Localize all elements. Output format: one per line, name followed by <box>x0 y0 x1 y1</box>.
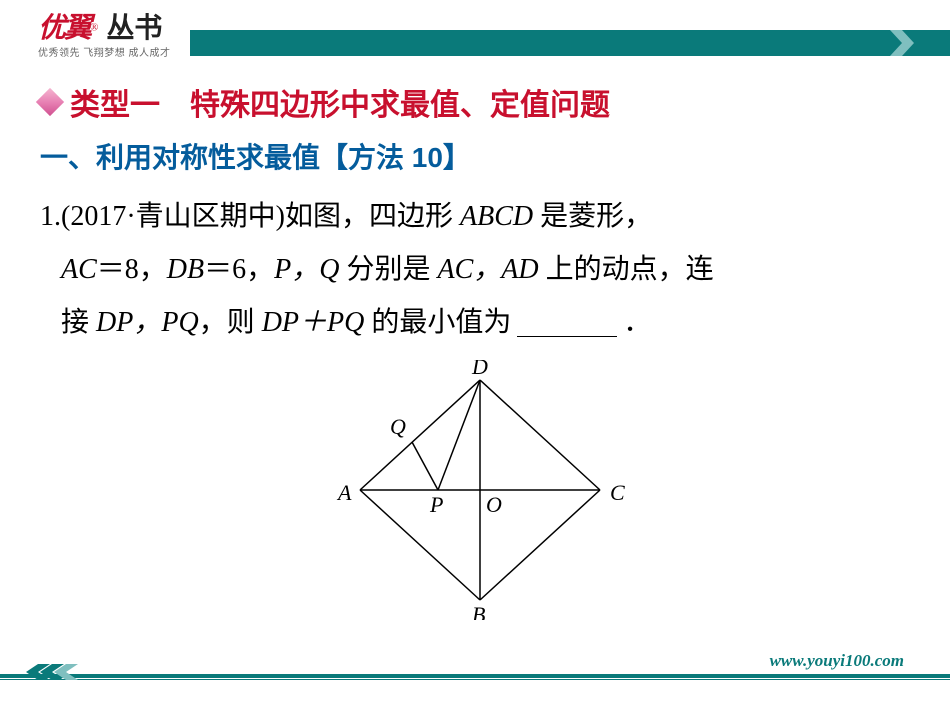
logo-tagline: 优秀领先 飞翔梦想 成人成才 <box>38 44 171 59</box>
svg-text:C: C <box>610 480 625 505</box>
logo-sub: 丛书 <box>106 13 162 44</box>
problem-number: 1. <box>40 201 61 232</box>
footer-bar-thin <box>0 679 950 680</box>
svg-text:A: A <box>336 480 352 505</box>
svg-text:P: P <box>429 492 443 517</box>
svg-text:B: B <box>472 602 485 620</box>
rhombus-diagram: A B C D O P Q <box>320 360 640 620</box>
footer-arrows-icon <box>18 664 78 685</box>
answer-blank <box>517 336 617 337</box>
problem-text: 1.(2017·青山区期中)如图，四边形 ABCD 是菱形， AC＝8，DB＝6… <box>40 190 910 350</box>
svg-text:O: O <box>486 492 502 517</box>
logo-block: 优翼® 丛书 优秀领先 飞翔梦想 成人成才 <box>38 6 171 59</box>
svg-text:Q: Q <box>390 414 406 439</box>
header-bar <box>190 30 950 56</box>
logo-main: 优翼 <box>38 12 90 43</box>
diamond-icon <box>36 88 64 116</box>
footer-url: www.youyi100.com <box>764 651 910 671</box>
subsection-title: 一、利用对称性求最值【方法 10】 <box>40 136 910 176</box>
title-text: 类型一 特殊四边形中求最值、定值问题 <box>70 80 610 124</box>
section-title: 类型一 特殊四边形中求最值、定值问题 <box>40 80 910 124</box>
content: 类型一 特殊四边形中求最值、定值问题 一、利用对称性求最值【方法 10】 1.(… <box>40 80 910 350</box>
footer-bar <box>0 674 950 678</box>
header: 优翼® 丛书 优秀领先 飞翔梦想 成人成才 <box>0 0 950 62</box>
svg-text:D: D <box>471 360 488 379</box>
logo-reg: ® <box>90 22 98 34</box>
header-arrows-icon <box>890 30 950 56</box>
problem-source: (2017·青山区期中) <box>61 201 285 232</box>
